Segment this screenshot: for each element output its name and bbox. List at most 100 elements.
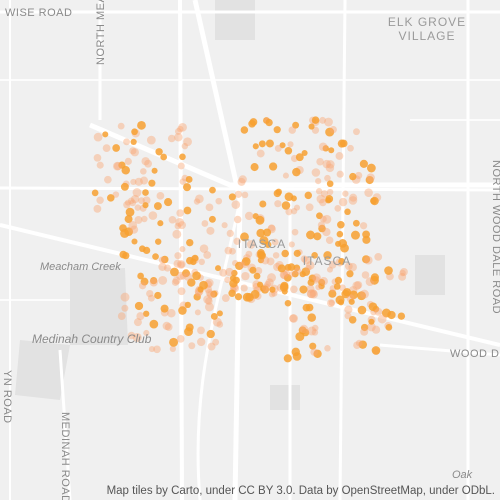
point (204, 302, 214, 312)
point (120, 182, 129, 191)
point (91, 189, 99, 197)
point (245, 250, 253, 258)
point (179, 273, 187, 280)
point (234, 293, 243, 301)
point (237, 177, 246, 186)
point (359, 222, 368, 230)
point (353, 128, 360, 136)
point (129, 199, 137, 207)
point (124, 215, 133, 224)
point (352, 281, 362, 291)
point (318, 142, 328, 152)
point (164, 323, 173, 331)
point (342, 288, 352, 297)
point (351, 230, 360, 240)
point (93, 154, 102, 162)
point (288, 241, 295, 248)
point (253, 272, 261, 280)
point (224, 246, 233, 255)
point (150, 276, 158, 285)
point (311, 252, 318, 259)
road-label: NORTH MEA (95, 0, 107, 65)
point (287, 141, 294, 148)
road-label: WISE ROAD (5, 7, 72, 19)
point (329, 125, 337, 134)
place-label: ITASCA (238, 237, 286, 251)
point (284, 299, 292, 307)
point (158, 275, 168, 285)
point (291, 228, 299, 236)
point (128, 220, 138, 230)
point (183, 272, 193, 281)
point (161, 255, 169, 264)
point (271, 238, 279, 246)
point (224, 276, 231, 283)
point (325, 163, 335, 173)
point (344, 208, 351, 216)
point (238, 175, 247, 184)
point (216, 310, 223, 317)
point (265, 139, 274, 148)
point (174, 252, 182, 260)
point (235, 261, 244, 271)
point (140, 168, 147, 175)
point (130, 148, 139, 157)
parks (15, 0, 445, 410)
point (302, 303, 311, 312)
point (324, 345, 331, 352)
point (290, 195, 297, 202)
point (307, 278, 315, 287)
point (364, 255, 373, 265)
point (292, 167, 301, 177)
point (284, 263, 292, 271)
point (328, 147, 335, 154)
point (203, 251, 212, 259)
point (315, 188, 323, 195)
point (307, 289, 317, 299)
point (212, 338, 220, 346)
point (249, 266, 257, 274)
point (256, 149, 265, 158)
point (261, 283, 271, 292)
point (127, 197, 135, 205)
point (349, 172, 357, 181)
point (187, 278, 196, 287)
point (333, 283, 341, 290)
point (259, 200, 267, 208)
park-label: Medinah Country Club (32, 332, 152, 346)
point (338, 257, 346, 265)
point (120, 292, 130, 302)
point (179, 246, 186, 253)
point (163, 264, 172, 272)
point (323, 251, 332, 260)
point (301, 149, 308, 157)
point (293, 264, 301, 272)
point (291, 347, 301, 357)
point (148, 179, 156, 187)
point (241, 257, 251, 266)
point (231, 200, 241, 209)
point (311, 168, 321, 177)
point (168, 215, 177, 224)
point (228, 193, 236, 201)
point (313, 349, 322, 358)
point (197, 326, 205, 335)
point (123, 201, 131, 209)
point (206, 226, 215, 235)
point (132, 332, 142, 342)
point (137, 120, 146, 130)
point (121, 166, 130, 175)
point (359, 159, 368, 168)
point (328, 289, 337, 298)
point (279, 142, 286, 149)
point (193, 198, 201, 205)
point (160, 153, 168, 161)
point (295, 153, 304, 162)
point (269, 286, 276, 293)
point (117, 122, 125, 130)
point (310, 348, 318, 356)
point (322, 159, 331, 169)
point (361, 271, 370, 279)
